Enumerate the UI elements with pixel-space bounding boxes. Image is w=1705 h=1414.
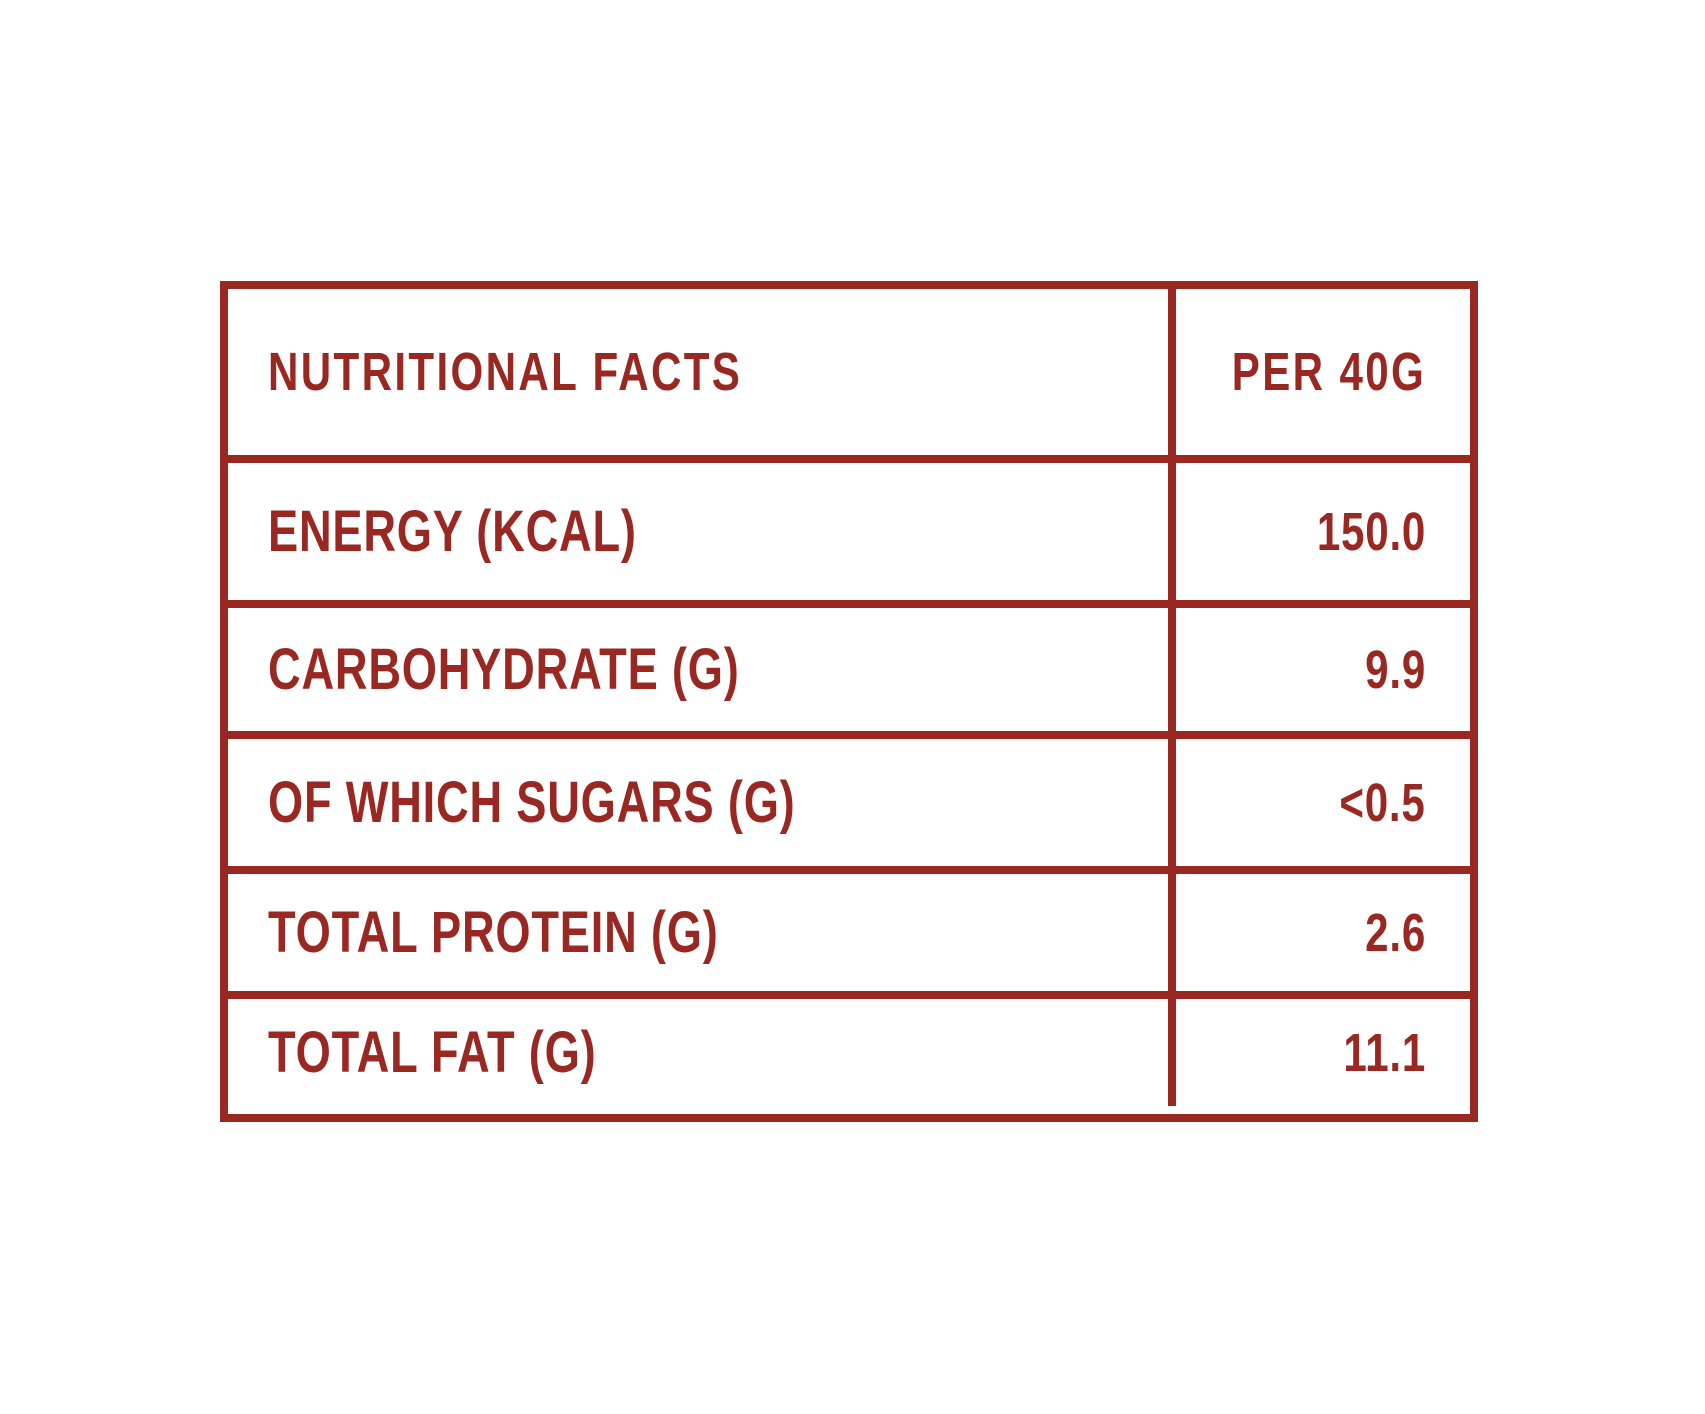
row-value: 2.6 [1365,902,1426,963]
row-label-cell: TOTAL FAT (G) [228,999,1168,1106]
row-label: TOTAL PROTEIN (G) [268,899,719,965]
row-label: CARBOHYDRATE (G) [268,636,740,702]
row-label: OF WHICH SUGARS (G) [268,769,796,835]
unit-column-header: PER 40G [1231,342,1426,402]
row-value: 150.0 [1316,501,1426,562]
row-label-cell: TOTAL PROTEIN (G) [228,874,1168,991]
row-value-cell: 150.0 [1168,463,1470,600]
table-row: TOTAL PROTEIN (G) 2.6 [228,866,1470,991]
header-title-cell: NUTRITIONAL FACTS [228,289,1168,455]
row-value-cell: 9.9 [1168,608,1470,731]
row-label-cell: OF WHICH SUGARS (G) [228,739,1168,866]
table-row: ENERGY (KCAL) 150.0 [228,455,1470,600]
row-value-cell: 2.6 [1168,874,1470,991]
table-title: NUTRITIONAL FACTS [268,342,743,402]
row-value: <0.5 [1339,772,1426,833]
row-label: ENERGY (KCAL) [268,498,637,564]
row-value-cell: 11.1 [1168,999,1470,1106]
row-value: 9.9 [1365,639,1426,700]
table-header-row: NUTRITIONAL FACTS PER 40G [228,289,1470,455]
row-value: 11.1 [1343,1022,1426,1083]
table-row: CARBOHYDRATE (G) 9.9 [228,600,1470,731]
table-row: OF WHICH SUGARS (G) <0.5 [228,731,1470,866]
row-label-cell: ENERGY (KCAL) [228,463,1168,600]
header-unit-cell: PER 40G [1168,289,1470,455]
row-label-cell: CARBOHYDRATE (G) [228,608,1168,731]
table-row: TOTAL FAT (G) 11.1 [228,991,1470,1106]
nutrition-facts-table: NUTRITIONAL FACTS PER 40G ENERGY (KCAL) … [220,281,1478,1122]
row-label: TOTAL FAT (G) [268,1019,597,1085]
row-value-cell: <0.5 [1168,739,1470,866]
